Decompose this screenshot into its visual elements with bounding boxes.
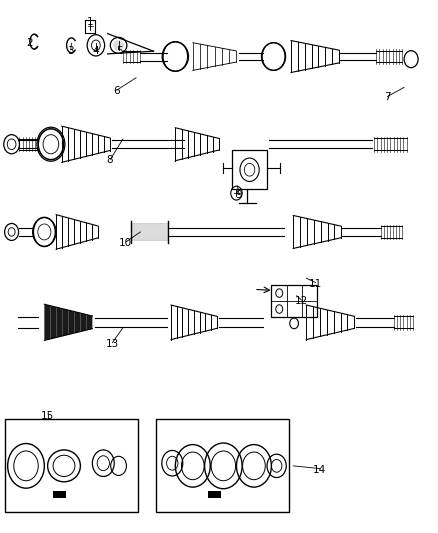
Text: 6: 6: [113, 86, 120, 96]
Text: 15: 15: [41, 411, 54, 422]
Text: 3: 3: [67, 46, 74, 55]
Bar: [272, 285, 317, 317]
Polygon shape: [57, 307, 62, 337]
Text: 8: 8: [106, 155, 113, 165]
Bar: [155, 419, 289, 512]
Text: 10: 10: [119, 238, 132, 247]
Polygon shape: [50, 306, 57, 339]
Polygon shape: [81, 313, 86, 332]
Text: 14: 14: [313, 465, 326, 474]
Bar: [131, 223, 168, 240]
Bar: [232, 150, 267, 189]
Polygon shape: [74, 312, 81, 333]
Polygon shape: [68, 310, 74, 335]
Polygon shape: [86, 314, 92, 330]
Text: 5: 5: [116, 46, 123, 55]
Text: 4: 4: [92, 46, 99, 55]
Ellipse shape: [113, 40, 124, 51]
Text: 11: 11: [308, 279, 321, 288]
Polygon shape: [62, 309, 68, 336]
Polygon shape: [44, 304, 50, 341]
Text: 13: 13: [106, 338, 119, 349]
Bar: [5, 419, 138, 512]
Bar: [53, 491, 66, 498]
Text: 9: 9: [235, 190, 242, 200]
Text: 2: 2: [26, 38, 32, 47]
Text: 7: 7: [384, 92, 390, 102]
Bar: [208, 491, 221, 498]
Text: 12: 12: [294, 296, 308, 306]
Text: 1: 1: [87, 17, 93, 27]
